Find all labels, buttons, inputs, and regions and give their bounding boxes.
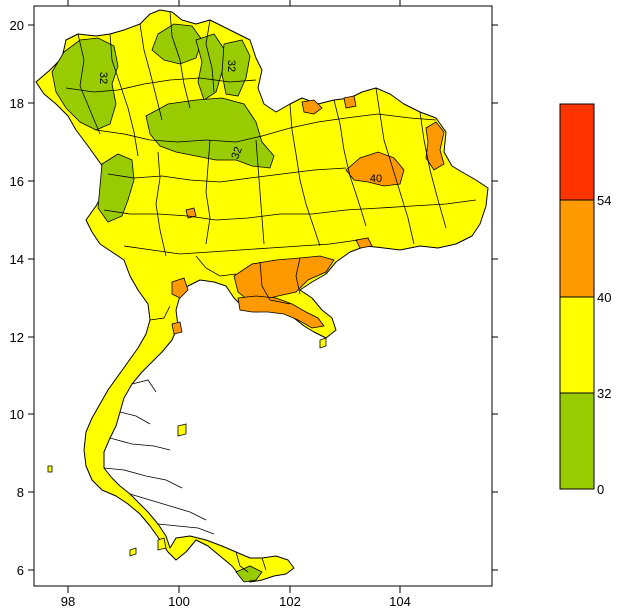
legend-bin-low [559, 392, 595, 490]
y-tick-label: 12 [10, 330, 24, 345]
high-zone [171, 277, 189, 299]
low-zones [51, 23, 275, 583]
high-zone [301, 99, 323, 115]
x-tick-label: 100 [168, 594, 190, 609]
x-tick-label: 104 [389, 594, 411, 609]
high-zones [171, 95, 445, 335]
legend-label: 54 [597, 193, 611, 208]
contour-label: 32 [229, 145, 244, 161]
x-tick-label: 98 [61, 594, 75, 609]
legend-bin-high [559, 199, 595, 298]
legend-label: 32 [597, 386, 611, 401]
high-zone [343, 95, 357, 109]
low-zone [195, 33, 227, 101]
legend-label: 0 [597, 482, 604, 497]
high-zone [355, 237, 373, 249]
province-borders [65, 11, 477, 573]
low-zone [145, 97, 275, 169]
y-axis-ticks [28, 24, 498, 571]
x-axis-ticks [67, 0, 401, 593]
y-tick-label: 20 [10, 18, 24, 33]
contour-label: 32 [225, 60, 237, 72]
y-tick-label: 16 [10, 174, 24, 189]
legend-bin-mid [559, 296, 595, 394]
y-tick-label: 18 [10, 96, 24, 111]
legend-label: 40 [597, 290, 611, 305]
low-zone [97, 153, 135, 223]
y-tick-label: 10 [10, 407, 24, 422]
islands [47, 337, 327, 557]
contour-label: 32 [97, 72, 109, 84]
low-zone [51, 37, 119, 131]
high-zone [237, 295, 325, 329]
x-tick-label: 102 [279, 594, 301, 609]
high-zone [185, 207, 197, 219]
contour-label: 40 [370, 173, 382, 185]
y-tick-label: 6 [17, 563, 24, 578]
y-tick-label: 14 [10, 252, 24, 267]
high-zone [425, 121, 445, 171]
high-zone [171, 321, 183, 335]
plot-frame [33, 5, 493, 587]
high-zone [345, 151, 405, 187]
legend-bin-top [559, 103, 595, 201]
low-zone [235, 565, 263, 583]
y-tick-label: 8 [17, 485, 24, 500]
low-zone [151, 23, 203, 65]
legend: 54 40 32 0 [559, 103, 611, 497]
